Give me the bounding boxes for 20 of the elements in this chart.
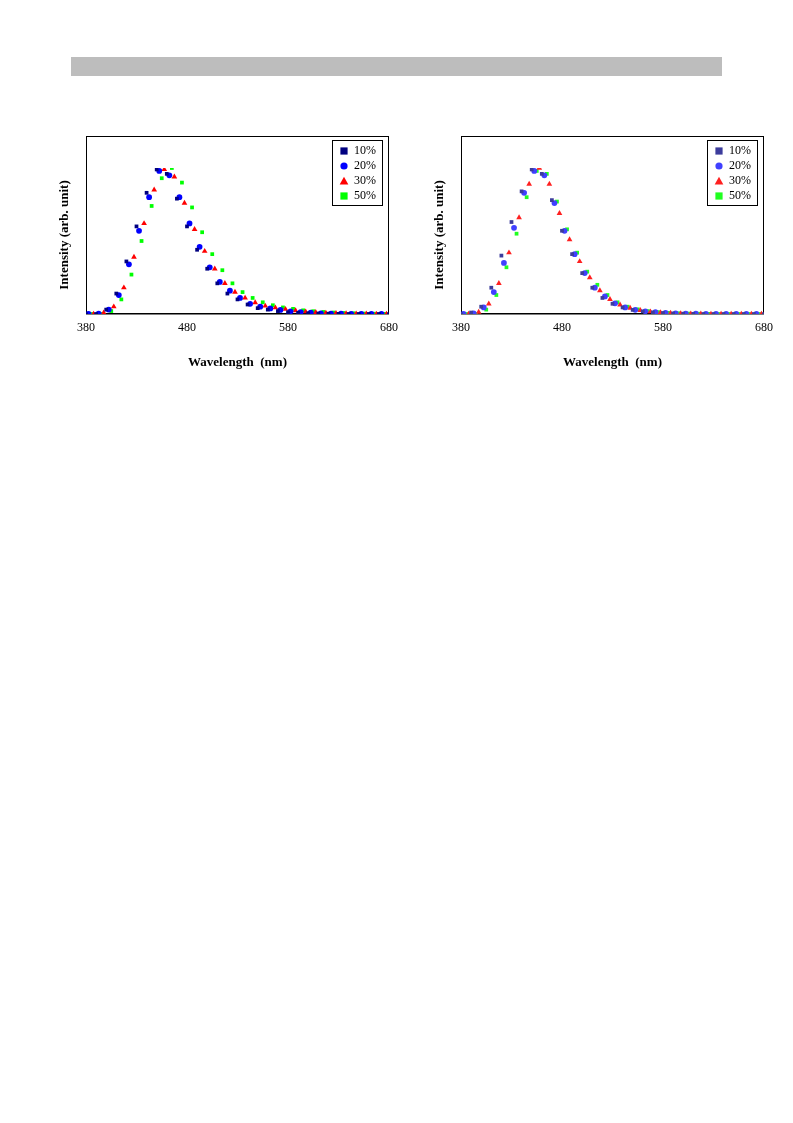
x-axis-title: Wavelength (nm) — [187, 354, 288, 370]
legend-label: 10% — [729, 143, 751, 158]
x-tick-label: 580 — [654, 319, 672, 334]
legend-label: 50% — [729, 188, 751, 203]
x-tick-label: 480 — [178, 319, 196, 334]
legend-label: 10% — [354, 143, 376, 158]
legend-label: 20% — [729, 158, 751, 173]
x-axis-title: Wavelength (nm) — [562, 354, 663, 370]
x-tick-label: 380 — [77, 319, 95, 334]
x-tick-label: 380 — [452, 319, 470, 334]
x-tick-label: 480 — [553, 319, 571, 334]
x-tick-label: 680 — [380, 319, 398, 334]
x-tick-label: 680 — [755, 319, 773, 334]
y-axis-title: Intensity (arb. unit) — [431, 180, 447, 290]
legend-label: 30% — [354, 173, 376, 188]
legend-label: 20% — [354, 158, 376, 173]
x-tick-label: 580 — [279, 319, 297, 334]
legend-label: 30% — [729, 173, 751, 188]
legend-label: 50% — [354, 188, 376, 203]
y-axis-title: Intensity (arb. unit) — [56, 180, 72, 290]
